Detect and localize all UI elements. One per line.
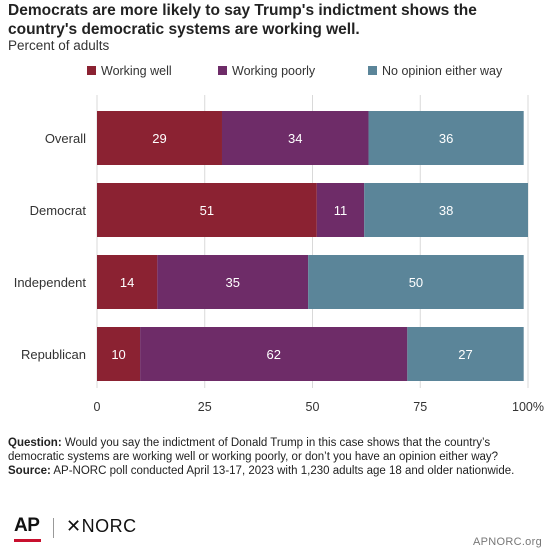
source-label: Source: — [8, 465, 51, 478]
category-label-republican: Republican — [21, 347, 86, 362]
legend-label-working-well: Working well — [101, 64, 172, 78]
bar-independent-1 — [157, 255, 309, 309]
legend-label-no-opinion: No opinion either way — [382, 64, 503, 78]
bar-democrat-2 — [364, 183, 528, 237]
footer-note: Question: Would you say the indictment o… — [8, 436, 544, 479]
data-label-republican-2: 27 — [458, 347, 472, 362]
bar-independent-0 — [97, 255, 158, 309]
ap-logo: AP — [14, 515, 40, 536]
data-label-overall-1: 34 — [288, 131, 302, 146]
data-label-democrat-0: 51 — [200, 203, 214, 218]
bar-republican-0 — [97, 327, 141, 381]
source-text: AP-NORC poll conducted April 13-17, 2023… — [50, 465, 515, 478]
category-label-democrat: Democrat — [30, 203, 87, 218]
data-label-overall-0: 29 — [152, 131, 166, 146]
bar-republican-1 — [140, 327, 408, 381]
legend-item-no-opinion: No opinion either way — [368, 64, 502, 78]
data-label-republican-0: 10 — [111, 347, 125, 362]
data-label-independent-1: 35 — [226, 275, 240, 290]
chart-title: Democrats are more likely to say Trump's… — [8, 2, 477, 38]
x-tick-label-2: 50 — [306, 400, 320, 414]
norc-logo: ✕NORC — [66, 516, 137, 536]
bars: 29 34 36 51 11 38 14 35 50 10 62 27 — [97, 111, 528, 381]
legend-swatch-working-well — [87, 66, 96, 75]
bar-independent-2 — [308, 255, 524, 309]
legend-swatch-working-poorly — [218, 66, 227, 75]
data-label-democrat-1: 11 — [334, 203, 348, 218]
category-labels: Overall Democrat Independent Republican — [14, 131, 87, 362]
question-label: Question: — [8, 437, 62, 449]
x-axis-ticks: 0 25 50 75 100% — [94, 400, 544, 414]
data-label-democrat-2: 38 — [439, 203, 453, 218]
legend-swatch-no-opinion — [368, 66, 377, 75]
x-tick-label-0: 0 — [94, 400, 101, 414]
bar-overall-2 — [368, 111, 524, 165]
bar-republican-2 — [407, 327, 524, 381]
data-label-overall-2: 36 — [439, 131, 453, 146]
data-label-independent-0: 14 — [120, 275, 134, 290]
bar-democrat-1 — [316, 183, 365, 237]
category-label-independent: Independent — [14, 275, 87, 290]
site-url: APNORC.org — [472, 536, 542, 548]
data-label-republican-1: 62 — [266, 347, 280, 362]
x-tick-label-1: 25 — [198, 400, 212, 414]
legend: Working well Working poorly No opinion e… — [0, 64, 550, 82]
question-text: Would you say the indictment of Donald T… — [8, 437, 499, 464]
bar-democrat-0 — [97, 183, 317, 237]
bar-overall-0 — [97, 111, 222, 165]
stacked-bar-chart: 29 34 36 51 11 38 14 35 50 10 62 27 Overall Democrat… — [14, 95, 544, 414]
ap-logo-underline — [14, 539, 41, 542]
data-label-independent-2: 50 — [409, 275, 423, 290]
chart-subtitle: Percent of adults — [8, 38, 110, 53]
x-tick-label-4: 100% — [512, 400, 544, 414]
legend-item-working-well: Working well — [87, 64, 172, 78]
x-tick-label-3: 75 — [413, 400, 427, 414]
legend-item-working-poorly: Working poorly — [218, 64, 315, 78]
bar-overall-1 — [221, 111, 369, 165]
category-label-overall: Overall — [45, 131, 86, 146]
legend-label-working-poorly: Working poorly — [232, 64, 316, 78]
logo-divider — [53, 518, 54, 538]
